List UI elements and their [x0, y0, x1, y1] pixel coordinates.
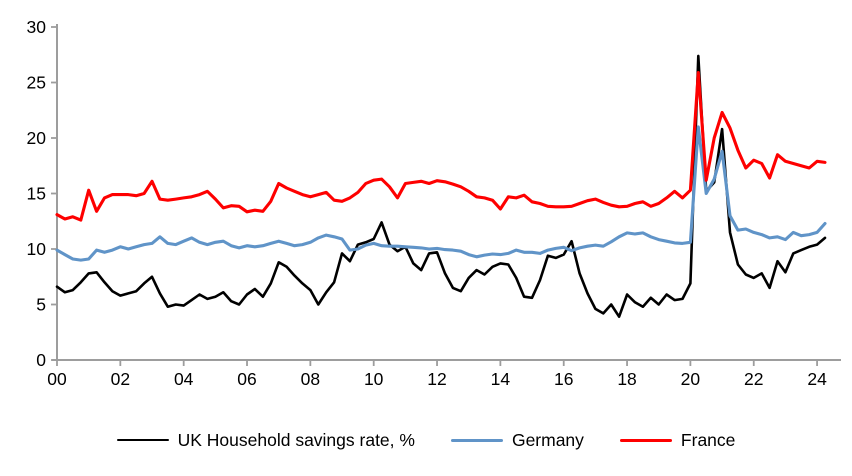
uk-line-swatch — [116, 438, 169, 442]
y-axis-tick-label: 25 — [27, 73, 46, 93]
uk-legend-label: UK Household savings rate, % — [177, 429, 415, 450]
x-axis-tick-label: 20 — [681, 369, 701, 389]
y-axis-tick-label: 10 — [27, 239, 47, 259]
x-axis-tick-label: 18 — [617, 369, 636, 389]
x-axis-tick-label: 00 — [47, 369, 67, 389]
x-axis-tick-label: 06 — [237, 369, 256, 389]
chart-legend: UK Household savings rate, % Germany Fra… — [0, 424, 852, 456]
y-axis-tick-label: 20 — [27, 128, 47, 148]
x-axis-tick-label: 16 — [554, 369, 573, 389]
x-axis-tick-label: 04 — [174, 369, 194, 389]
x-axis-tick-label: 12 — [427, 369, 446, 389]
x-axis-tick-label: 22 — [744, 369, 763, 389]
x-axis-tick-label: 02 — [111, 369, 130, 389]
france-line-swatch — [619, 438, 672, 442]
legend-item-france: France — [619, 429, 736, 451]
x-axis-tick-label: 24 — [807, 369, 827, 389]
y-axis-tick-label: 30 — [27, 17, 47, 37]
germany-legend-label: Germany — [511, 429, 584, 450]
germany-series-line — [55, 125, 827, 262]
legend-item-germany: Germany — [450, 429, 584, 451]
france-series-line — [55, 70, 827, 222]
x-axis-tick-label: 14 — [491, 369, 511, 389]
france-legend-label: France — [680, 429, 736, 450]
x-axis-tick-label: 08 — [301, 369, 320, 389]
y-axis-tick-label: 0 — [36, 350, 46, 370]
legend-item-uk: UK Household savings rate, % — [116, 429, 415, 451]
savings-rate-line-chart: 0 5 10 15 20 25 30 00 02 04 06 08 10 12 14 16 18 20 22 24 — [27, 17, 841, 389]
y-axis-tick-label: 5 — [36, 295, 46, 315]
y-axis-tick-label: 15 — [27, 184, 46, 204]
germany-line-swatch — [450, 438, 503, 442]
x-axis-tick-label: 10 — [364, 369, 384, 389]
